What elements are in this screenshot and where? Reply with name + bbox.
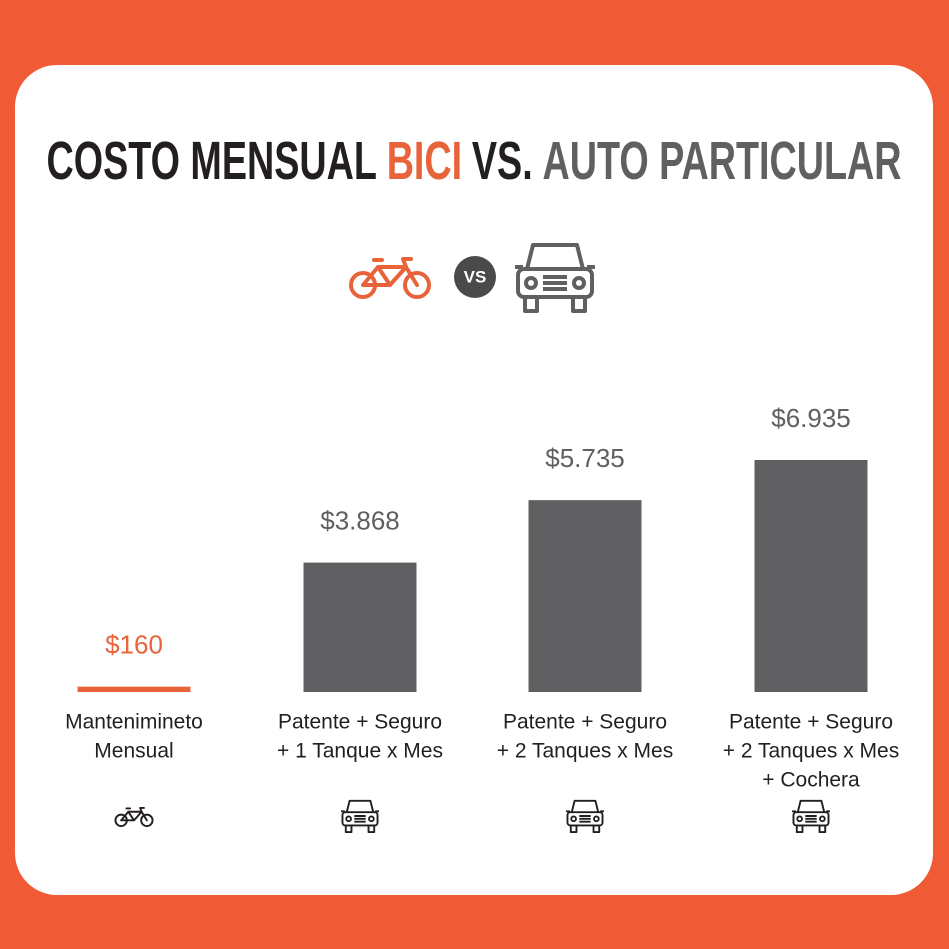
- title-segment: VS.: [472, 131, 533, 191]
- category-label: Mantenimineto: [65, 711, 203, 734]
- category-label: Mensual: [94, 740, 173, 763]
- category-label: + 2 Tanques x Mes: [723, 740, 899, 763]
- category-label: + 2 Tanques x Mes: [497, 740, 673, 763]
- category-label: Patente + Seguro: [503, 711, 667, 734]
- bar: [754, 460, 868, 692]
- category-label: Patente + Seguro: [278, 711, 442, 734]
- category-label: + Cochera: [762, 769, 860, 792]
- category-label: + 1 Tanque x Mes: [277, 740, 443, 763]
- bar: [303, 562, 417, 692]
- value-label: $160: [105, 630, 163, 660]
- chart-title: COSTO MENSUALBICIVS.AUTO PARTICULAR: [47, 131, 902, 191]
- bar: [528, 500, 642, 692]
- value-label: $6.935: [771, 403, 851, 433]
- category-label: Patente + Seguro: [729, 711, 893, 734]
- card: [15, 65, 933, 895]
- title-segment: AUTO PARTICULAR: [542, 131, 901, 191]
- title-segment: BICI: [387, 131, 462, 191]
- value-label: $5.735: [545, 443, 625, 473]
- vs-badge: [454, 256, 496, 298]
- bar: [77, 686, 191, 692]
- vs-label: VS: [464, 267, 487, 286]
- title-segment: COSTO MENSUAL: [47, 131, 377, 191]
- value-label: $3.868: [320, 505, 400, 535]
